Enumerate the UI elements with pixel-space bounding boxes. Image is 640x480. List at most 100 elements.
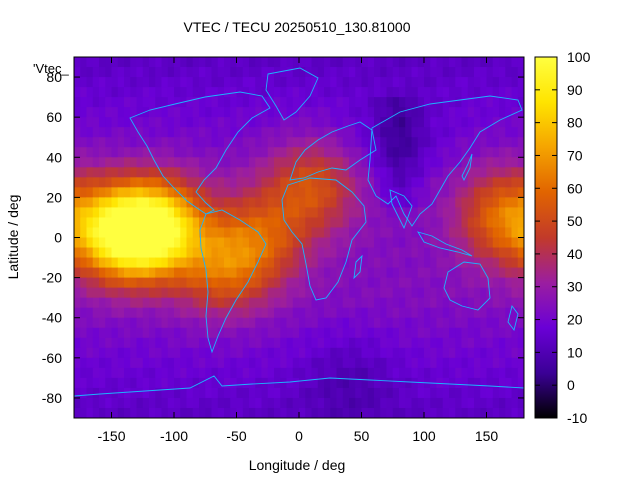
heatmap-cell: [305, 187, 313, 198]
heatmap-cell: [430, 327, 438, 339]
heatmap-cell: [80, 257, 88, 269]
heatmap-cell: [186, 227, 194, 239]
heatmap-cell: [392, 387, 400, 399]
heatmap-cell: [142, 277, 150, 289]
heatmap-cell: [180, 397, 188, 409]
heatmap-cell: [117, 207, 125, 219]
heatmap-cell: [224, 337, 231, 349]
heatmap-cell: [505, 387, 513, 399]
heatmap-cell: [436, 197, 444, 209]
heatmap-cell: [211, 367, 219, 379]
heatmap-cell: [286, 57, 294, 68]
heatmap-cell: [474, 187, 481, 198]
heatmap-cell: [442, 67, 450, 78]
heatmap-cell: [255, 67, 263, 78]
heatmap-cell: [511, 407, 519, 418]
heatmap-cell: [192, 67, 200, 78]
heatmap-cell: [117, 287, 125, 299]
heatmap-cell: [492, 167, 500, 178]
heatmap-cell: [374, 287, 381, 299]
coastline-antarctica: [74, 375, 524, 397]
heatmap-cell: [299, 367, 306, 379]
heatmap-cell: [417, 127, 425, 138]
heatmap-cell: [180, 147, 188, 158]
heatmap-cell: [236, 327, 244, 339]
heatmap-cell: [230, 357, 238, 369]
heatmap-cell: [330, 97, 338, 108]
heatmap-cell: [442, 77, 450, 88]
heatmap-cell: [274, 377, 281, 389]
heatmap-cell: [224, 367, 231, 379]
heatmap-cell: [92, 77, 100, 88]
heatmap-cell: [292, 327, 300, 339]
heatmap-cell: [442, 367, 450, 379]
heatmap-cell: [267, 287, 275, 299]
heatmap-cell: [455, 207, 463, 219]
heatmap-cell: [380, 137, 388, 148]
heatmap-cell: [192, 227, 200, 239]
heatmap-cell: [517, 167, 524, 178]
colorbar-tick-label: 50: [567, 213, 583, 229]
heatmap-cell: [236, 57, 244, 68]
heatmap-cell: [130, 337, 138, 349]
heatmap-cell: [349, 177, 356, 188]
heatmap-cell: [492, 347, 500, 359]
heatmap-cell: [249, 297, 256, 309]
heatmap-cell: [149, 287, 156, 299]
heatmap-cell: [317, 277, 325, 289]
heatmap-cell: [236, 127, 244, 138]
heatmap-cell: [480, 377, 488, 389]
heatmap-cell: [449, 297, 456, 309]
heatmap-cell: [242, 387, 250, 399]
heatmap-cell: [192, 277, 200, 289]
heatmap-cell: [230, 147, 238, 158]
heatmap-cell: [280, 107, 288, 118]
heatmap-cell: [386, 257, 394, 269]
heatmap-cell: [205, 287, 213, 299]
heatmap-cell: [192, 197, 200, 209]
heatmap-cell: [480, 387, 488, 399]
heatmap-cell: [355, 157, 363, 168]
heatmap-cell: [80, 247, 88, 259]
heatmap-cell: [155, 157, 163, 168]
heatmap-cell: [324, 287, 331, 299]
heatmap-cell: [280, 87, 288, 98]
heatmap-cell: [374, 137, 381, 148]
heatmap-cell: [511, 217, 519, 229]
heatmap-cell: [492, 327, 500, 339]
heatmap-cell: [130, 97, 138, 108]
heatmap-cell: [367, 127, 375, 138]
heatmap-cell: [467, 337, 475, 349]
heatmap-cell: [305, 237, 313, 249]
heatmap-cell: [386, 167, 394, 178]
heatmap-cell: [274, 97, 281, 108]
heatmap-cell: [136, 357, 144, 369]
heatmap-cell: [324, 127, 331, 138]
heatmap-cell: [436, 67, 444, 78]
heatmap-cell: [499, 357, 506, 369]
heatmap-cell: [336, 397, 344, 409]
heatmap-cell: [405, 217, 413, 229]
heatmap-cell: [192, 367, 200, 379]
heatmap-cell: [467, 187, 475, 198]
heatmap-cell: [267, 407, 275, 418]
heatmap-cell: [361, 87, 369, 98]
heatmap-cell: [411, 377, 419, 389]
heatmap-cell: [474, 257, 481, 269]
heatmap-cell: [167, 357, 175, 369]
heatmap-cell: [105, 77, 113, 88]
heatmap-cell: [399, 387, 406, 399]
heatmap-cell: [480, 307, 488, 319]
heatmap-cell: [361, 107, 369, 118]
heatmap-cell: [136, 137, 144, 148]
heatmap-cell: [136, 147, 144, 158]
heatmap-cell: [286, 307, 294, 319]
heatmap-cell: [224, 227, 231, 239]
heatmap-cell: [436, 347, 444, 359]
heatmap-cell: [280, 367, 288, 379]
heatmap-cell: [442, 127, 450, 138]
heatmap-cell: [492, 57, 500, 68]
heatmap-cell: [211, 137, 219, 148]
heatmap-cell: [349, 317, 356, 329]
